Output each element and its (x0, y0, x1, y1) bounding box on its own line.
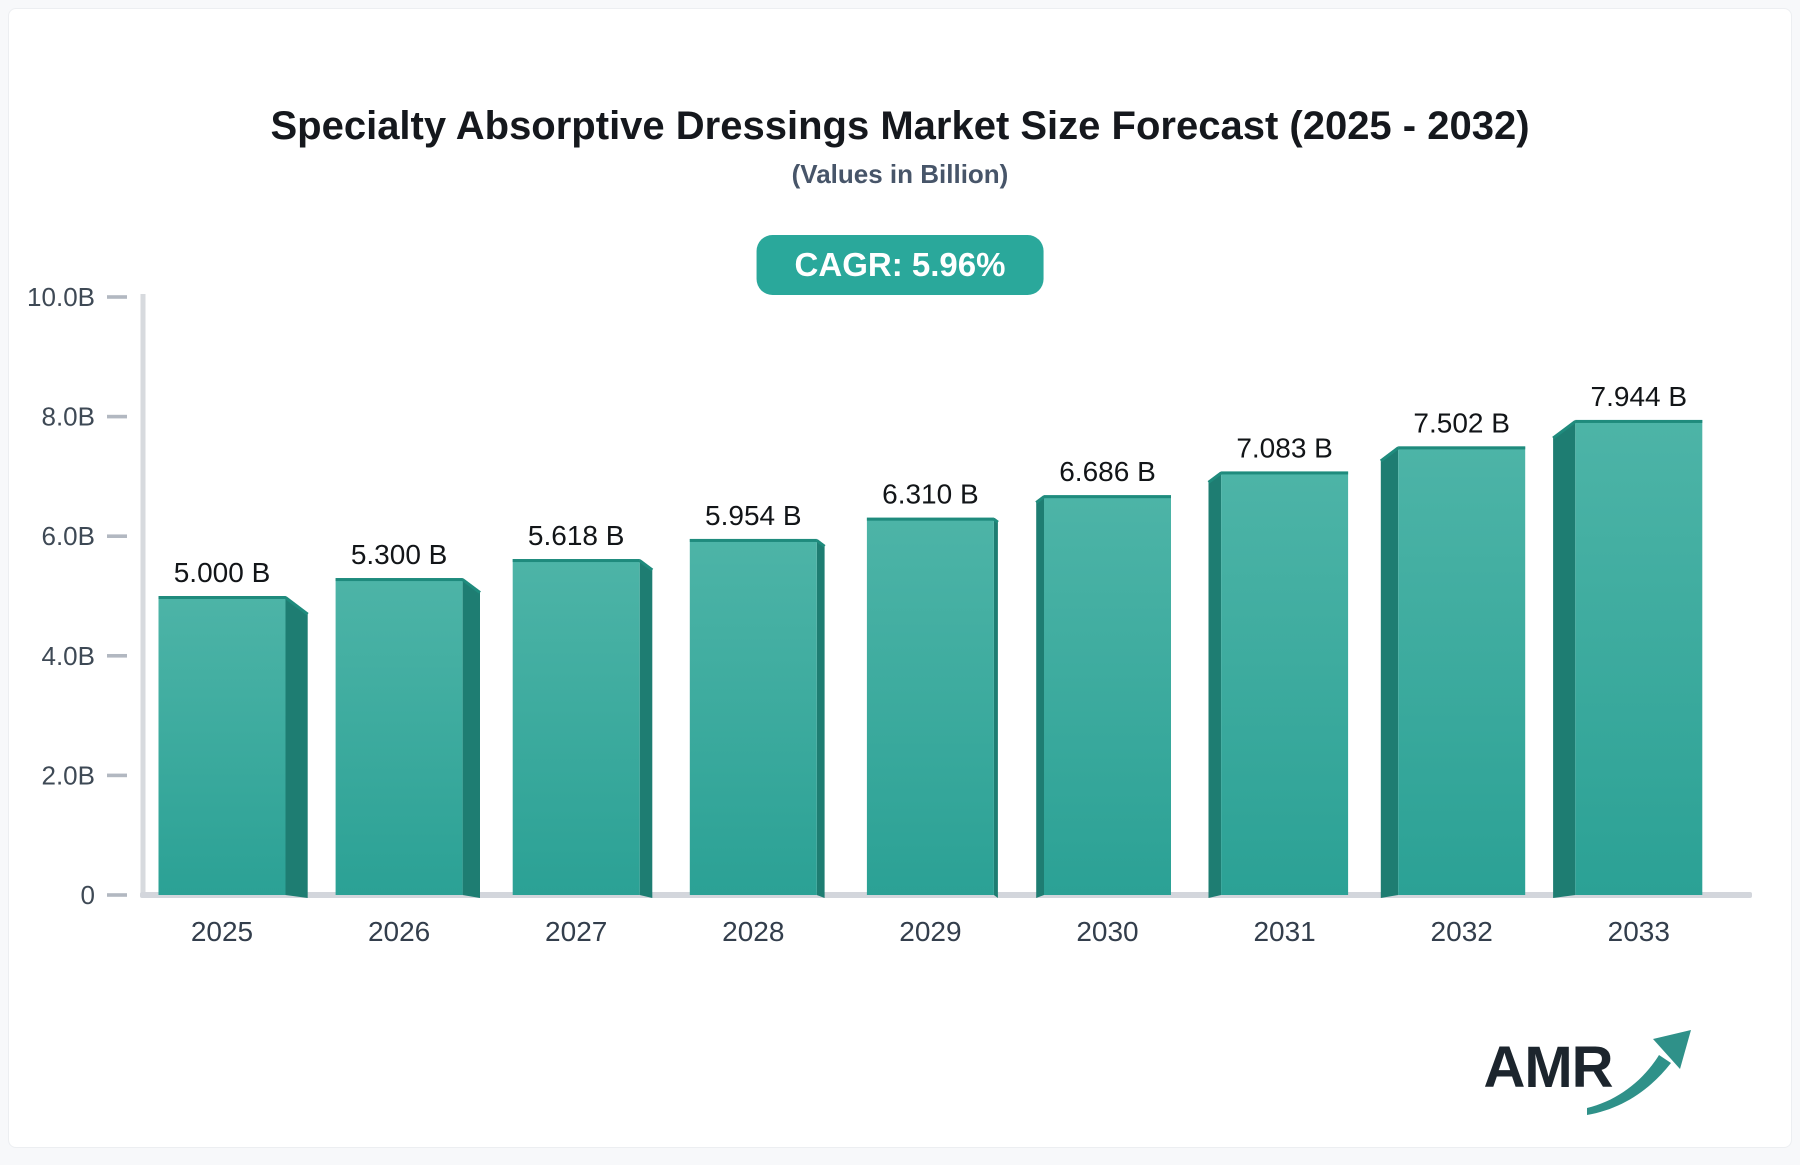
bar-value-label: 5.954 B (705, 500, 802, 531)
bar-group-2027: 5.618 B 2027 (513, 520, 653, 947)
bar-front-face (159, 596, 286, 895)
y-tick-dash (107, 534, 127, 538)
bar-top-edge (1575, 420, 1702, 423)
bar-value-label: 6.686 B (1059, 456, 1156, 487)
bar-top-edge (690, 539, 817, 542)
bar-side-face (286, 596, 308, 898)
y-tick-label: 0 (81, 880, 95, 910)
y-tick-dash (107, 654, 127, 658)
bar-group-2033: 7.944 B 2033 (1553, 381, 1702, 947)
amr-logo: AMR (1483, 1029, 1709, 1101)
bar-value-label: 7.502 B (1413, 407, 1510, 438)
bar-side-face (1381, 446, 1398, 898)
y-axis-line (141, 294, 146, 895)
y-tick-label: 2.0B (42, 760, 96, 790)
bar-group-2030: 6.686 B 2030 (1036, 456, 1171, 947)
bar-group-2028: 5.954 B 2028 (690, 500, 825, 947)
bar-side-face (1209, 471, 1222, 898)
x-tick-label: 2029 (899, 916, 961, 947)
bar-value-label: 7.083 B (1236, 432, 1333, 463)
y-tick-dash (107, 415, 127, 419)
y-tick-label: 6.0B (42, 521, 96, 551)
bar-value-label: 5.300 B (351, 539, 448, 570)
y-tick-dash (107, 893, 127, 897)
bar-front-face (1044, 495, 1171, 895)
chart-card: Specialty Absorptive Dressings Market Si… (8, 8, 1792, 1148)
bar-side-face (994, 518, 998, 898)
bar-value-label: 7.944 B (1591, 381, 1688, 412)
x-tick-label: 2028 (722, 916, 784, 947)
bar-chart: 0 2.0B 4.0B 6.0B 8.0B 10.0B 5.000 B 2025 5.300 B… (9, 9, 1800, 1165)
bar-top-edge (1398, 446, 1525, 449)
x-tick-label: 2031 (1253, 916, 1315, 947)
bar-top-edge (159, 596, 286, 599)
x-tick-label: 2032 (1431, 916, 1493, 947)
bar-front-face (513, 559, 640, 895)
x-tick-label: 2025 (191, 916, 253, 947)
bar-group-2025: 5.000 B 2025 (159, 557, 308, 947)
bar-front-face (1575, 420, 1702, 895)
bar-side-face (640, 559, 653, 898)
bar-side-face (463, 578, 480, 898)
x-tick-label: 2030 (1076, 916, 1138, 947)
bar-top-edge (1044, 495, 1171, 498)
bar-group-2029: 6.310 B 2029 (867, 479, 998, 947)
x-tick-label: 2027 (545, 916, 607, 947)
y-tick-label: 8.0B (42, 402, 96, 432)
y-tick-dash (107, 774, 127, 778)
x-tick-label: 2026 (368, 916, 430, 947)
x-tick-label: 2033 (1608, 916, 1670, 947)
bar-top-edge (867, 518, 994, 521)
bar-group-2032: 7.502 B 2032 (1381, 407, 1525, 947)
y-tick-label: 4.0B (42, 641, 96, 671)
bar-front-face (1221, 471, 1348, 895)
y-tick-label: 10.0B (27, 282, 95, 312)
growth-arrow-icon (1587, 1029, 1709, 1117)
bar-top-edge (336, 578, 463, 581)
bar-value-label: 5.000 B (174, 557, 271, 588)
bar-front-face (867, 518, 994, 895)
bar-side-face (817, 539, 825, 898)
bar-side-face (1036, 495, 1044, 898)
bar-group-2026: 5.300 B 2026 (336, 539, 480, 947)
bar-top-edge (513, 559, 640, 562)
bar-front-face (690, 539, 817, 895)
bar-side-face (1553, 420, 1575, 898)
bar-value-label: 6.310 B (882, 479, 979, 510)
bar-group-2031: 7.083 B 2031 (1209, 432, 1349, 947)
bar-front-face (1398, 446, 1525, 895)
bar-front-face (336, 578, 463, 895)
y-tick-dash (107, 295, 127, 299)
bar-top-edge (1221, 471, 1348, 474)
bar-value-label: 5.618 B (528, 520, 625, 551)
